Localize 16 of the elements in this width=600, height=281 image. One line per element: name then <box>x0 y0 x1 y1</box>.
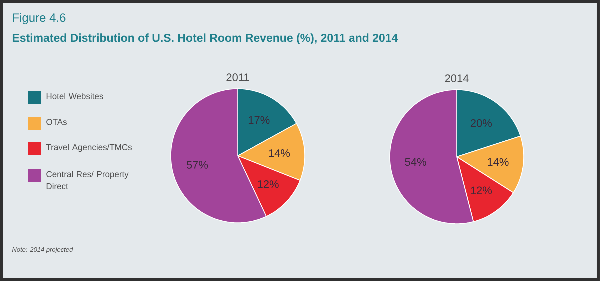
text: Estimated Distribution of U.S. Hotel Room Revenue (%), 2011 and 2014 <box>12 34 398 44</box>
data-label: 14% <box>488 158 509 166</box>
legend-label: OTAs <box>46 119 67 126</box>
data-label: 12% <box>471 186 492 194</box>
data-label: 14% <box>269 150 290 158</box>
data-label: 54% <box>405 158 426 166</box>
legend-label: Central Res/ Property Direct <box>46 171 129 190</box>
text: Figure 4.6 <box>13 13 66 24</box>
data-label: 20% <box>470 120 492 128</box>
legend-label: Travel Agencies/TMCs <box>46 144 132 152</box>
data-label: 12% <box>258 180 279 188</box>
chart-title: 2011 <box>226 74 250 82</box>
data-label: 57% <box>186 161 208 169</box>
data-label: 17% <box>248 116 270 124</box>
chart-title: 2014 <box>445 74 469 82</box>
legend-label: Hotel Websites <box>46 93 104 100</box>
